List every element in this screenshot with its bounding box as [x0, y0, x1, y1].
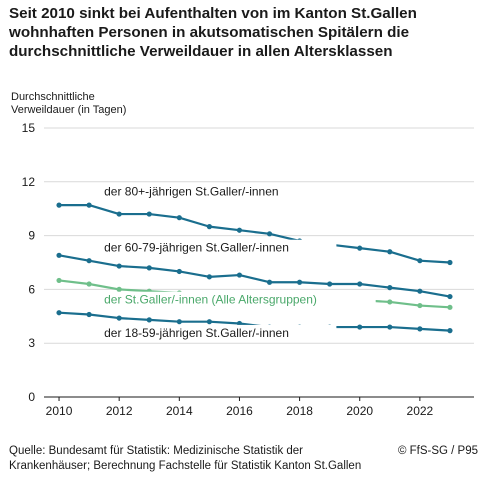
data-point [236, 227, 243, 233]
data-point [206, 274, 212, 280]
x-tick-label: 2016 [226, 404, 253, 418]
data-point [387, 249, 393, 255]
x-tick-label: 2012 [106, 404, 133, 418]
source-note: Quelle: Bundesamt für Statistik: Medizin… [9, 445, 362, 472]
series-label-background [101, 324, 337, 341]
data-point [176, 268, 182, 275]
y-tick-label: 0 [28, 390, 35, 404]
data-point [56, 252, 62, 258]
y-tick-labels: 0 3 6 9 12 15 [22, 121, 36, 404]
data-point [296, 279, 303, 285]
series-label-background [101, 291, 376, 308]
series-lines [56, 202, 453, 334]
series-labels: der 80+-jährigen St.Galler/-innen der 60-… [101, 183, 376, 341]
y-axis-label-line-2: Verweildauer (in Tagen) [11, 104, 127, 116]
y-tick-label: 6 [28, 282, 35, 296]
data-point [116, 286, 122, 292]
data-point [357, 281, 363, 287]
x-tick-label: 2014 [166, 404, 193, 418]
data-point [146, 265, 152, 271]
data-point [447, 328, 453, 334]
series-label: der 18-59-jährigen St.Galler/-innen [104, 326, 289, 340]
credit-note: © FfS-SG / P95 [397, 445, 478, 457]
data-point [86, 281, 92, 287]
x-tick-labels: 2010 2012 2014 2016 2018 2020 2022 [46, 397, 434, 418]
data-point [116, 211, 122, 217]
x-tick-label: 2018 [286, 404, 313, 418]
data-point [417, 302, 423, 309]
series-label: der 60-79-jährigen St.Galler/-innen [104, 241, 289, 255]
data-point [146, 211, 152, 217]
data-point [56, 310, 62, 316]
data-point [206, 319, 212, 325]
data-point [56, 277, 62, 284]
data-point [86, 202, 92, 208]
series-line [58, 254, 451, 298]
data-point [116, 263, 122, 269]
x-tick-label: 2020 [346, 404, 373, 418]
data-point [417, 288, 423, 294]
data-point [417, 326, 423, 332]
line-chart: 0 3 6 9 12 15 2010 2012 2014 2016 2018 2020 2022 de… [22, 121, 474, 418]
y-tick-label: 9 [28, 229, 35, 243]
series-label: der St.Galler/-innen (Alle Altersgruppen… [104, 293, 317, 307]
chart-title-line-2: wohnhaften Personen in akutsomatischen S… [9, 24, 410, 41]
y-tick-label: 12 [22, 175, 36, 189]
data-point [176, 319, 182, 325]
chart-title-line-3: durchschnittliche Verweildauer in allen … [9, 43, 393, 60]
data-point [417, 258, 423, 264]
data-point [86, 311, 92, 318]
gridlines [44, 127, 474, 398]
data-point [387, 285, 393, 291]
data-point [447, 304, 453, 310]
data-point [116, 315, 122, 321]
y-axis-label-line-1: Durchschnittliche [11, 91, 95, 103]
y-tick-label: 15 [22, 121, 36, 135]
series-label: der 80+-jährigen St.Galler/-innen [104, 184, 278, 198]
series-label-background [101, 239, 337, 256]
data-point [447, 293, 453, 300]
y-tick-label: 3 [28, 336, 35, 350]
data-point [56, 202, 62, 208]
data-point [266, 231, 273, 237]
data-point [176, 215, 182, 221]
chart-title: Seit 2010 sinkt bei Aufenthalten von im … [9, 4, 479, 61]
series-label-background [101, 183, 324, 200]
data-point [236, 320, 243, 327]
data-point [357, 245, 363, 251]
data-point [206, 224, 212, 230]
x-tick-label: 2010 [46, 404, 73, 418]
data-point [327, 281, 333, 287]
data-point [447, 259, 453, 266]
y-axis-label: Durchschnittliche Verweildauer (in Tagen… [11, 91, 126, 117]
data-point [86, 258, 92, 264]
data-point [387, 324, 393, 330]
series-line [59, 204, 451, 264]
data-point [146, 317, 152, 323]
x-tick-label: 2022 [407, 404, 434, 418]
data-point [236, 272, 243, 278]
data-point [266, 279, 273, 285]
data-point [387, 299, 393, 305]
chart-title-line-1: Seit 2010 sinkt bei Aufenthalten von im … [9, 5, 417, 22]
data-point [357, 324, 363, 330]
